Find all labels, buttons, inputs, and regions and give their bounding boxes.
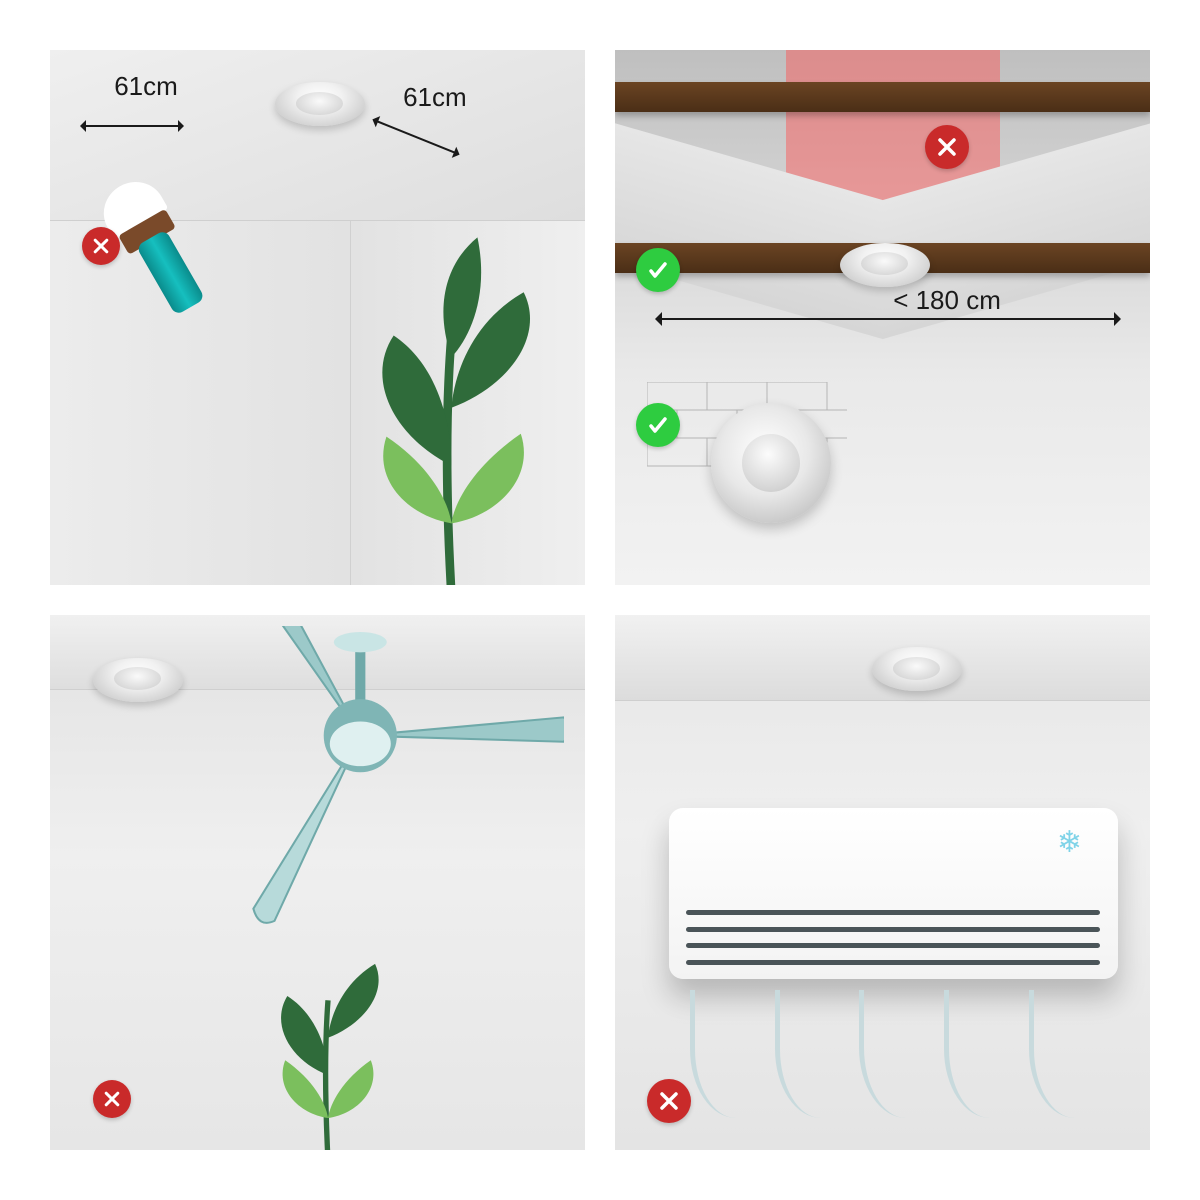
dimension-arrow-left — [82, 125, 182, 127]
panel-ceiling-fan — [50, 615, 585, 1150]
cross-icon — [93, 1080, 131, 1118]
panel-paint-clearance: 61cm 61cm — [50, 50, 585, 585]
ac-vent — [686, 910, 1099, 965]
panel-air-conditioner: ❄ — [615, 615, 1150, 1150]
plant-icon — [307, 220, 585, 585]
smoke-detector-icon — [275, 82, 365, 126]
airflow-icon — [690, 990, 1075, 1118]
cross-icon — [925, 125, 969, 169]
beam-top-icon — [615, 82, 1150, 112]
panel-vaulted-ceiling: < 180 cm — [615, 50, 1150, 585]
plant-icon — [221, 904, 435, 1150]
infographic-grid: 61cm 61cm < 180 cm — [50, 50, 1150, 1150]
cross-icon — [82, 227, 120, 265]
dimension-arrow-span — [658, 318, 1118, 320]
air-conditioner-icon: ❄ — [669, 808, 1118, 979]
cross-icon — [647, 1079, 691, 1123]
distance-right-label: 61cm — [403, 82, 467, 113]
ceiling-fan-icon — [157, 626, 564, 947]
smoke-detector-icon — [872, 647, 962, 691]
max-span-label: < 180 cm — [893, 285, 1001, 316]
distance-left-label: 61cm — [114, 71, 178, 102]
smoke-detector-wall-icon — [711, 403, 831, 523]
check-icon — [636, 248, 680, 292]
snowflake-icon: ❄ — [1057, 825, 1082, 860]
smoke-detector-icon — [840, 243, 930, 287]
